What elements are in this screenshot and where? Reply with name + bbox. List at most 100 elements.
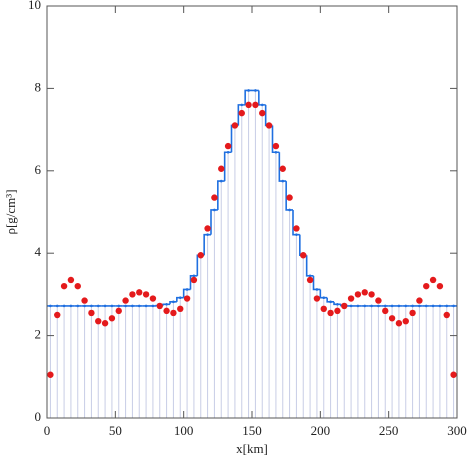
point (327, 309, 334, 317)
step-point (219, 179, 223, 183)
step-point (165, 302, 168, 306)
point (423, 282, 430, 290)
point (395, 320, 403, 327)
point (197, 252, 204, 259)
point (409, 309, 416, 317)
step-point (288, 208, 291, 212)
step-point (151, 304, 155, 308)
point (224, 142, 232, 150)
step-point (69, 304, 73, 308)
point (259, 109, 266, 117)
step-point (452, 304, 455, 308)
step-point (431, 304, 435, 308)
x-tick-label: 150 (242, 423, 262, 438)
point (231, 122, 239, 129)
step-point (117, 304, 121, 308)
point (341, 302, 348, 310)
point (416, 297, 423, 304)
step-point (390, 304, 394, 308)
y-axis-label: ρ[g/cm³] (3, 189, 18, 234)
point (306, 276, 314, 284)
step-point (274, 150, 278, 154)
point (368, 291, 375, 298)
point (320, 305, 327, 313)
step-point (96, 304, 100, 308)
point (450, 371, 457, 378)
step-point (308, 274, 312, 278)
step-point (124, 304, 127, 308)
point (354, 291, 362, 298)
step-point (418, 304, 421, 308)
point (54, 311, 61, 319)
point (129, 291, 136, 298)
point (74, 282, 81, 290)
step-point (172, 300, 175, 304)
step-point (438, 304, 442, 308)
step-point (377, 304, 380, 308)
point (286, 194, 293, 201)
step-point (281, 179, 285, 183)
point (190, 276, 198, 284)
point (245, 101, 252, 109)
point (334, 307, 341, 315)
point (313, 295, 321, 302)
step-point (356, 304, 360, 308)
y-tick-label: 4 (35, 244, 42, 259)
step-point (370, 304, 373, 308)
point (218, 165, 225, 172)
point (108, 315, 116, 322)
point (122, 297, 129, 304)
step-point (144, 304, 148, 308)
point (375, 297, 382, 304)
point (170, 309, 177, 317)
step-point (131, 304, 134, 308)
y-tick-label: 10 (28, 0, 41, 12)
point (88, 309, 95, 317)
step-point (397, 304, 401, 308)
point (67, 276, 75, 284)
x-tick-label: 300 (447, 423, 467, 438)
point (149, 295, 157, 302)
x-tick-label: 100 (174, 423, 194, 438)
step-point (90, 304, 93, 308)
step (305, 255, 314, 277)
x-tick-label: 250 (379, 423, 399, 438)
step-point (137, 304, 141, 308)
step-point (322, 296, 326, 299)
point (402, 317, 409, 325)
step-point (62, 304, 66, 308)
point (115, 307, 122, 315)
x-axis-label: x[km] (236, 441, 268, 456)
step-point (213, 208, 216, 212)
x-tick-label: 200 (311, 423, 331, 438)
step (258, 90, 266, 106)
step-point (329, 300, 332, 304)
point (443, 311, 450, 319)
step-point (349, 304, 353, 308)
step-point (49, 304, 52, 308)
point (252, 101, 259, 109)
point (211, 194, 218, 201)
point (156, 302, 163, 310)
point (95, 317, 102, 325)
step-point (363, 304, 367, 308)
y-tick-label: 8 (35, 79, 42, 94)
point (279, 165, 286, 172)
plot-frame (46, 5, 458, 419)
y-tick-label: 6 (35, 162, 42, 177)
step-point (315, 288, 319, 291)
step-point (424, 304, 428, 308)
point (142, 291, 150, 298)
step-point (83, 304, 86, 308)
step-point (383, 304, 387, 308)
point (101, 320, 109, 327)
point (429, 276, 437, 284)
point (300, 252, 307, 259)
step (312, 275, 321, 291)
point (177, 305, 184, 313)
point (81, 297, 88, 304)
point (163, 307, 170, 315)
step-point (240, 103, 244, 107)
step-point (103, 304, 107, 308)
